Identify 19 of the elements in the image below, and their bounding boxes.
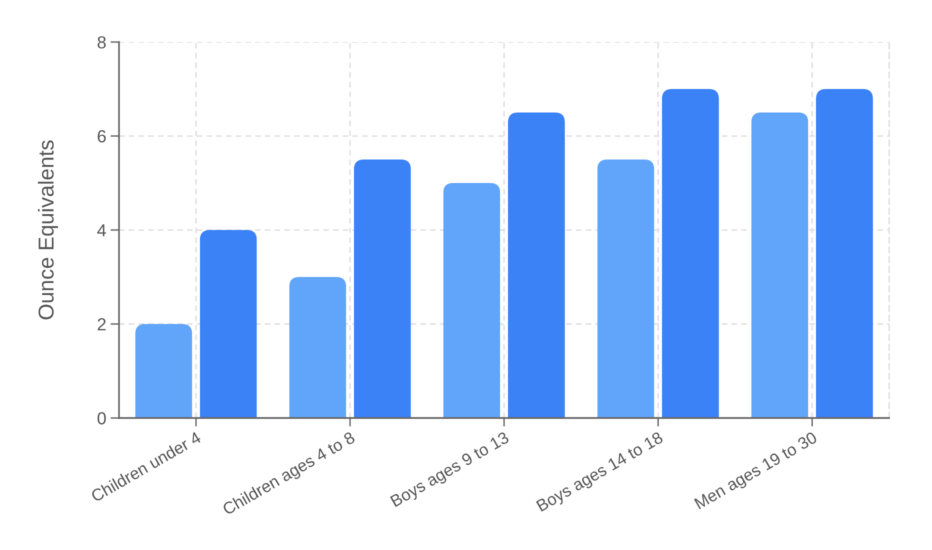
bar — [135, 324, 192, 418]
bar — [200, 230, 257, 418]
bar — [662, 89, 719, 418]
y-tick-label: 8 — [98, 36, 106, 48]
bar — [597, 160, 654, 418]
bar — [289, 277, 346, 418]
bar — [354, 160, 411, 418]
x-tick-label: Boys ages 14 to 18 — [536, 431, 666, 515]
y-tick-label: 2 — [98, 318, 106, 330]
x-tick-label: Boys ages 9 to 13 — [390, 431, 512, 510]
y-tick-label: 0 — [98, 412, 106, 424]
y-axis-title: Ounce Equivalents — [38, 140, 58, 320]
bar — [443, 183, 500, 418]
x-tick-label: Men ages 19 to 30 — [694, 431, 820, 512]
y-tick-label: 6 — [98, 130, 106, 142]
y-tick-label: 4 — [97, 224, 106, 236]
bar — [751, 112, 808, 418]
bar — [508, 112, 565, 418]
bar — [816, 89, 873, 418]
